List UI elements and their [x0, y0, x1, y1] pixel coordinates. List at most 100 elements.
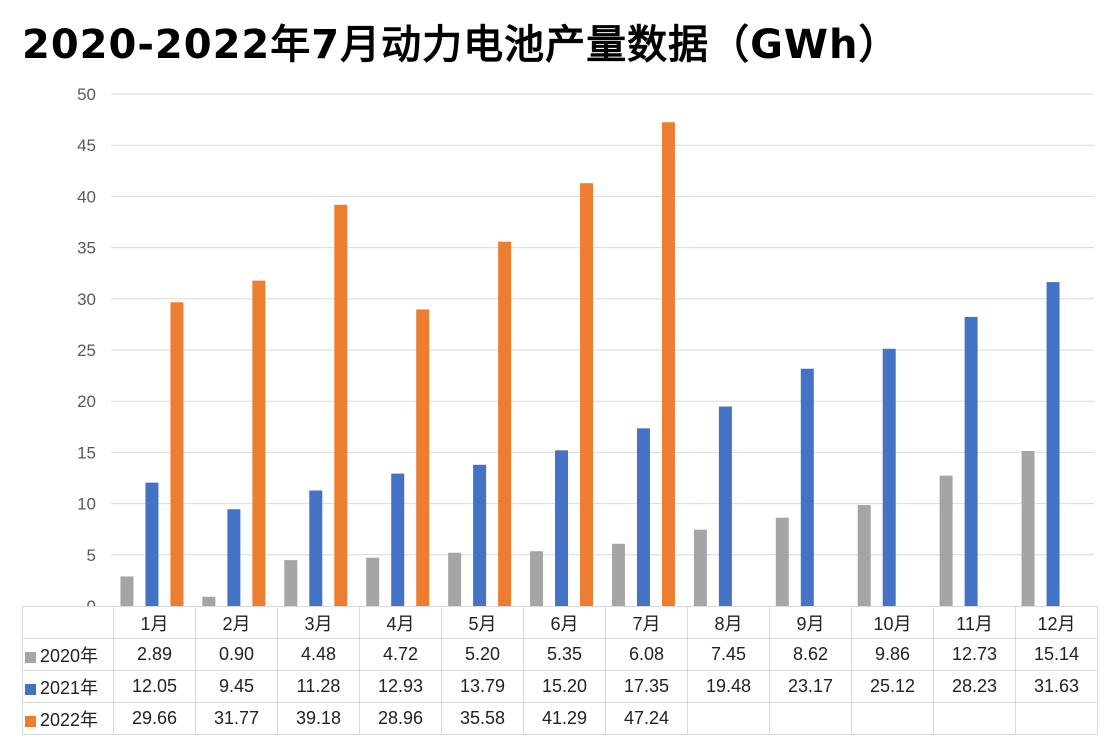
gridlines [111, 93, 1094, 556]
table-corner [22, 606, 114, 639]
data-label: 5.20 [441, 638, 524, 671]
data-label: 47.24 [605, 702, 688, 735]
category-label: 5月 [441, 606, 524, 639]
table-row: 2020年 2.89 0.90 4.48 4.72 5.20 5.35 6.08 7.45 8.6… [22, 638, 1098, 671]
data-table: 1月 2月 3月 4月 5月 6月 7月 8月 9月 10月 11月 12月 2020年 2.89 0.90… [22, 606, 1098, 735]
bar-2-4 [391, 473, 405, 606]
data-label: 29.66 [113, 702, 196, 735]
bar-1-6 [530, 551, 544, 606]
category-label: 1月 [113, 606, 196, 639]
legend-swatch [25, 683, 36, 695]
legend-entry: 2022年 [22, 702, 114, 735]
y-tick-label: 25 [77, 341, 96, 360]
y-tick-label: 35 [77, 239, 96, 258]
bar-2-8 [718, 406, 732, 606]
category-label: 6月 [523, 606, 606, 639]
category-label: 8月 [687, 606, 770, 639]
data-label: 31.63 [1015, 670, 1098, 703]
category-label: 11月 [933, 606, 1016, 639]
bar-3-7 [661, 122, 675, 606]
data-label: 13.79 [441, 670, 524, 703]
y-tick-label: 20 [77, 392, 96, 411]
category-label: 9月 [769, 606, 852, 639]
bar-series [120, 122, 1060, 606]
data-label: 31.77 [195, 702, 278, 735]
y-tick-label: 50 [77, 85, 96, 104]
category-label: 4月 [359, 606, 442, 639]
category-label: 7月 [605, 606, 688, 639]
y-axis-ticks: 0 5 10 15 20 25 30 35 40 45 50 [77, 85, 96, 606]
legend-label: 2021年 [40, 677, 99, 698]
bar-2-6 [555, 450, 569, 606]
data-label: 12.05 [113, 670, 196, 703]
data-label: 7.45 [687, 638, 770, 671]
bar-chart: 0 5 10 15 20 25 30 35 40 45 50 [77, 85, 1094, 606]
bar-2-12 [1046, 282, 1060, 606]
data-label [769, 702, 852, 735]
y-tick-label: 40 [77, 187, 96, 206]
data-label: 39.18 [277, 702, 360, 735]
y-tick-label: 15 [77, 443, 96, 462]
table-header-row: 1月 2月 3月 4月 5月 6月 7月 8月 9月 10月 11月 12月 [22, 606, 1098, 639]
bar-2-9 [800, 368, 814, 606]
bar-3-4 [416, 309, 430, 606]
bar-1-10 [857, 505, 871, 606]
data-label: 6.08 [605, 638, 688, 671]
data-label: 25.12 [851, 670, 934, 703]
data-label: 15.20 [523, 670, 606, 703]
bar-2-7 [636, 428, 650, 606]
data-label: 17.35 [605, 670, 688, 703]
bar-2-11 [964, 316, 978, 606]
y-tick-label: 45 [77, 136, 96, 155]
bar-1-11 [939, 475, 953, 606]
data-label: 35.58 [441, 702, 524, 735]
data-label: 12.73 [933, 638, 1016, 671]
bar-3-3 [334, 204, 348, 606]
bar-1-3 [284, 560, 298, 606]
bar-1-12 [1021, 450, 1035, 606]
bar-1-2 [202, 596, 216, 606]
category-label: 2月 [195, 606, 278, 639]
legend-swatch [25, 715, 36, 727]
bar-3-2 [252, 280, 266, 606]
y-tick-label: 10 [77, 495, 96, 514]
data-label: 15.14 [1015, 638, 1098, 671]
data-label: 9.86 [851, 638, 934, 671]
data-label: 19.48 [687, 670, 770, 703]
bar-1-8 [693, 529, 707, 606]
table-row: 2022年 29.66 31.77 39.18 28.96 35.58 41.29 47.24 [22, 702, 1098, 735]
chart-title: 2020-2022年7月动力电池产量数据（GWh） [22, 22, 900, 68]
bar-2-5 [473, 464, 487, 606]
data-label: 4.72 [359, 638, 442, 671]
data-label: 28.96 [359, 702, 442, 735]
y-tick-label: 30 [77, 290, 96, 309]
bar-2-1 [145, 482, 159, 606]
table-row: 2021年 12.05 9.45 11.28 12.93 13.79 15.20 17.35 1… [22, 670, 1098, 703]
legend-swatch [25, 651, 36, 663]
data-label [1015, 702, 1098, 735]
data-label: 8.62 [769, 638, 852, 671]
y-tick-label: 5 [87, 546, 96, 565]
category-label: 10月 [851, 606, 934, 639]
data-label: 11.28 [277, 670, 360, 703]
data-label: 23.17 [769, 670, 852, 703]
data-label: 12.93 [359, 670, 442, 703]
bar-2-2 [227, 509, 241, 606]
bar-1-4 [366, 557, 380, 606]
bar-3-1 [170, 302, 184, 606]
bar-1-7 [611, 543, 625, 606]
legend-entry: 2021年 [22, 670, 114, 703]
legend-label: 2022年 [40, 709, 99, 730]
bar-2-3 [309, 490, 323, 606]
bar-1-5 [448, 552, 462, 606]
bar-2-10 [882, 348, 896, 606]
data-label: 2.89 [113, 638, 196, 671]
bar-3-6 [580, 183, 594, 606]
data-label: 5.35 [523, 638, 606, 671]
bar-1-1 [120, 576, 134, 606]
data-label: 9.45 [195, 670, 278, 703]
data-label: 28.23 [933, 670, 1016, 703]
data-label: 41.29 [523, 702, 606, 735]
data-label [851, 702, 934, 735]
category-label: 3月 [277, 606, 360, 639]
